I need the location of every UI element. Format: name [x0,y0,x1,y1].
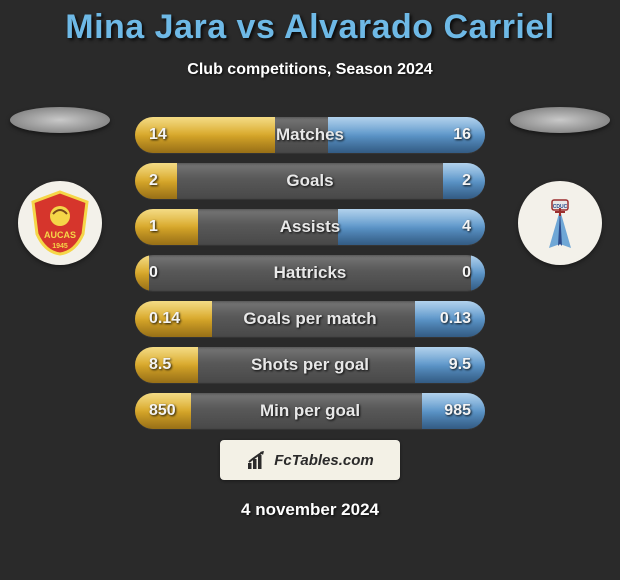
bar-row: 22Goals [135,163,485,199]
bar-left-fill [135,347,198,383]
bar-left-value: 0 [149,255,158,291]
aucas-crest-icon: AUCAS 1945 [25,188,95,258]
bar-left-fill [135,393,191,429]
bar-row: 1416Matches [135,117,485,153]
fctables-logo-icon [246,449,268,471]
bar-left-fill [135,301,212,337]
comparison-infographic: Mina Jara vs Alvarado Carriel Club compe… [0,0,620,580]
bar-left-fill [135,209,198,245]
date-label: 4 november 2024 [0,500,620,520]
right-team-crest: CDUC [518,181,602,265]
page-title: Mina Jara vs Alvarado Carriel [0,8,620,47]
bar-row: 14Assists [135,209,485,245]
bar-right-fill [471,255,485,291]
bar-metric-label: Hattricks [135,255,485,291]
footer-brand-badge: FcTables.com [220,440,400,480]
left-team-column: AUCAS 1945 [0,107,120,265]
bar-gloss-overlay [135,163,485,199]
bar-metric-label: Goals [135,163,485,199]
svg-text:AUCAS: AUCAS [44,230,76,240]
bar-row: 0.140.13Goals per match [135,301,485,337]
bar-right-fill [328,117,486,153]
bar-right-fill [415,301,485,337]
bar-left-fill [135,117,275,153]
left-team-crest: AUCAS 1945 [18,181,102,265]
bar-row: 8.59.5Shots per goal [135,347,485,383]
chart-area: AUCAS 1945 CDUC 1416Matches 22Goals 14Assi… [0,117,620,437]
bar-row: 0 0Hattricks [135,255,485,291]
svg-text:1945: 1945 [52,243,68,250]
bar-right-value: 0 [462,255,471,291]
bar-left-fill [135,255,149,291]
bar-right-fill [415,347,485,383]
bar-row: 850985Min per goal [135,393,485,429]
bar-left-fill [135,163,177,199]
right-player-silhouette [510,107,610,133]
right-team-column: CDUC [500,107,620,265]
footer-brand-text: FcTables.com [274,452,373,469]
left-player-silhouette [10,107,110,133]
uc-crest-icon: CDUC [525,188,595,258]
bar-right-fill [338,209,485,245]
comparison-bars: 1416Matches 22Goals 14Assists 0 0Hattricks 0.… [135,117,485,429]
bar-gloss-overlay [135,255,485,291]
bar-right-fill [443,163,485,199]
bar-right-fill [422,393,485,429]
page-subtitle: Club competitions, Season 2024 [0,61,620,79]
